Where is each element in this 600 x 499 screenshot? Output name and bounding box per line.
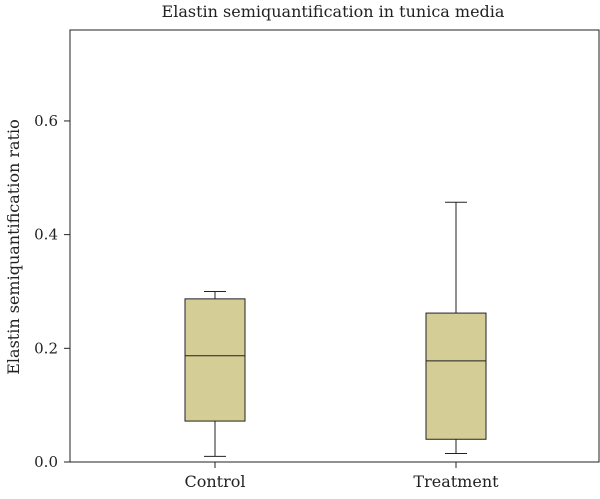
chart-title: Elastin semiquantification in tunica med… (162, 2, 505, 21)
y-tick-label: 0.0 (34, 453, 58, 471)
box-series (184, 201, 487, 457)
iqr-box (184, 298, 246, 422)
x-tick-label: Treatment (413, 472, 499, 491)
y-axis-label: Elastin semiquantification ratio (4, 119, 23, 375)
y-axis: 0.0 0.2 0.4 0.6 (34, 112, 70, 471)
iqr-box (425, 312, 487, 440)
x-axis: Control Treatment (184, 462, 499, 491)
y-tick-label: 0.4 (34, 226, 58, 244)
y-tick-label: 0.6 (34, 112, 58, 130)
y-tick-label: 0.2 (34, 339, 58, 357)
plot-frame (69, 29, 600, 463)
x-tick-label: Control (184, 472, 245, 491)
